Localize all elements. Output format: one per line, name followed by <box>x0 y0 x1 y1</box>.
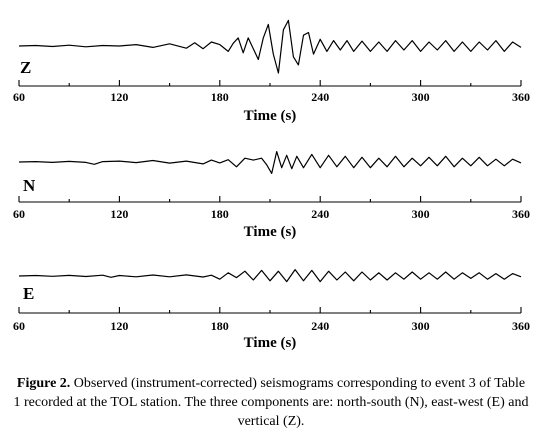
trace-e <box>18 269 522 283</box>
x-tick-label-n: 180 <box>211 207 229 221</box>
x-axis-title-e: Time (s) <box>244 335 297 351</box>
x-tick-label-e: 120 <box>110 319 128 333</box>
trace-n <box>18 151 522 174</box>
x-tick-label-z: 240 <box>311 90 329 104</box>
x-tick-label-n: 60 <box>13 207 25 221</box>
x-tick-label-n: 360 <box>512 207 530 221</box>
x-tick-label-e: 240 <box>311 319 329 333</box>
panel-n: N 60 120 180 240 300 360 Time (s) <box>13 151 530 240</box>
panel-e: E 60 120 180 240 300 360 Time (s) <box>13 269 530 351</box>
panel-z: Z 60 120 180 240 300 360 Time (s) <box>13 19 530 124</box>
x-tick-label-z: 60 <box>13 90 25 104</box>
x-tick-label-e: 300 <box>412 319 430 333</box>
figure-caption: Figure 2. Observed (instrument-corrected… <box>12 374 530 431</box>
caption-lead: Figure 2. <box>16 376 71 391</box>
x-tick-label-z: 360 <box>512 90 530 104</box>
x-axis-title-z: Time (s) <box>244 108 297 124</box>
x-tick-label-n: 120 <box>110 207 128 221</box>
x-tick-label-z: 180 <box>211 90 229 104</box>
x-axis-title-n: Time (s) <box>244 224 297 240</box>
component-label-n: N <box>23 176 36 195</box>
x-tick-label-e: 60 <box>13 319 25 333</box>
x-tick-label-z: 120 <box>110 90 128 104</box>
caption-text: Observed (instrument-corrected) seismogr… <box>13 376 529 429</box>
x-tick-label-e: 180 <box>211 319 229 333</box>
x-tick-label-e: 360 <box>512 319 530 333</box>
x-tick-label-n: 240 <box>311 207 329 221</box>
component-label-e: E <box>23 284 34 303</box>
trace-z <box>18 19 522 74</box>
x-tick-label-z: 300 <box>412 90 430 104</box>
x-tick-label-n: 300 <box>412 207 430 221</box>
component-label-z: Z <box>20 58 31 77</box>
